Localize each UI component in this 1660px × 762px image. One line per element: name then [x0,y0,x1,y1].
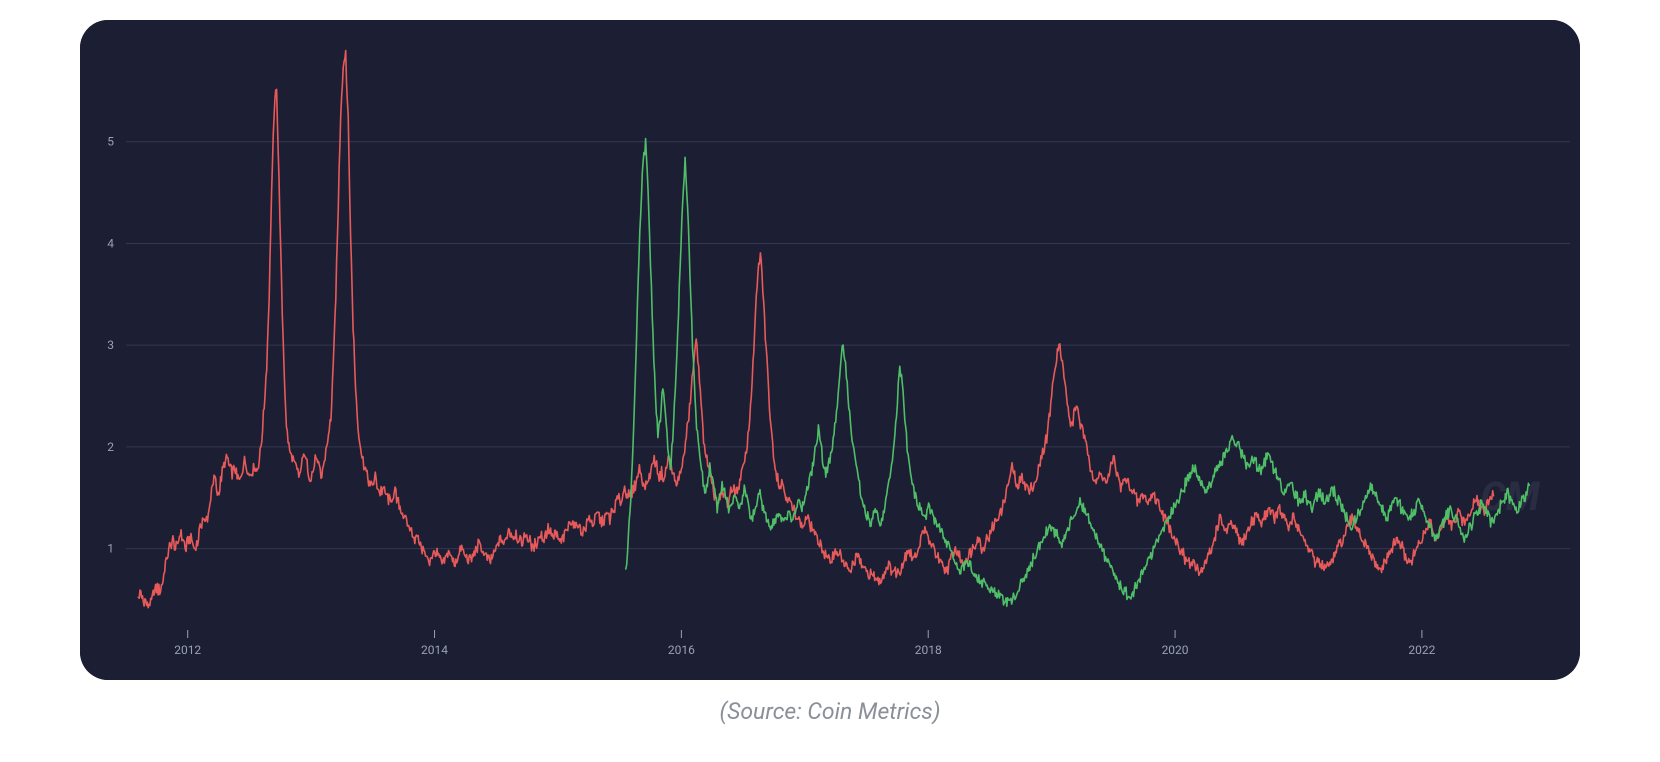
x-tick-label: 2018 [915,643,942,657]
chart-svg: 12345201220142016201820202022CM [80,20,1580,680]
x-tick-label: 2012 [174,643,201,657]
x-tick-label: 2020 [1162,643,1189,657]
chart-bg [80,20,1580,680]
y-tick-label: 2 [107,440,114,454]
page: 12345201220142016201820202022CM (Source:… [0,0,1660,762]
y-tick-label: 1 [107,542,114,556]
x-tick-label: 2016 [668,643,695,657]
y-tick-label: 5 [107,135,114,149]
y-tick-label: 4 [107,236,114,250]
x-tick-label: 2014 [421,643,448,657]
y-tick-label: 3 [107,338,114,352]
source-caption: (Source: Coin Metrics) [719,698,940,725]
chart-card: 12345201220142016201820202022CM [80,20,1580,680]
x-tick-label: 2022 [1408,643,1435,657]
